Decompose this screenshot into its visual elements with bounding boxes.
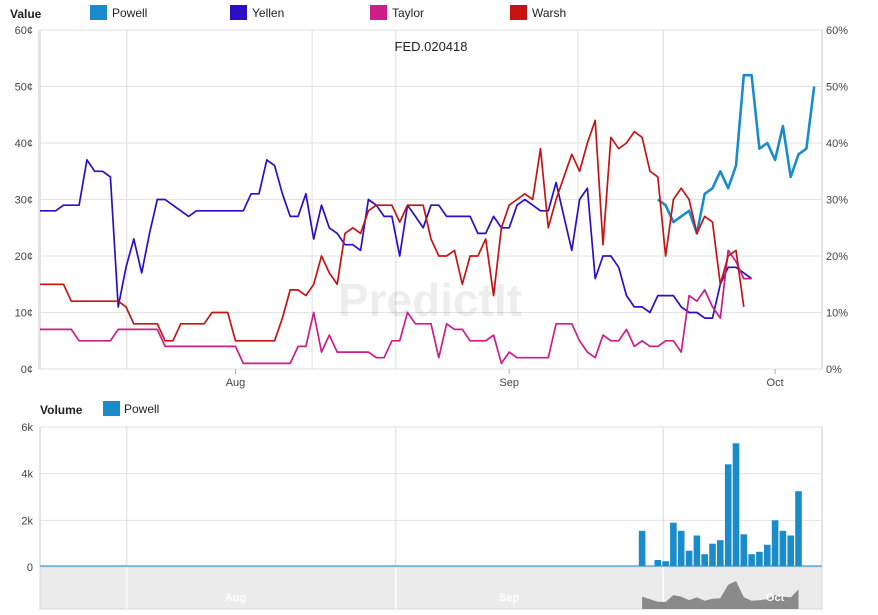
y-tick-label-left: 50¢: [15, 82, 33, 94]
volume-legend-title: Volume: [40, 403, 83, 417]
y-tick-label-left: 40¢: [15, 138, 33, 150]
y-tick-label-right: 30%: [826, 195, 848, 207]
series-line-yellen[interactable]: [40, 159, 753, 319]
chart-title: FED.020418: [395, 39, 468, 54]
volume-bar[interactable]: [724, 464, 732, 567]
top-grid: [37, 29, 822, 370]
y-tick-label-right: 60%: [826, 25, 848, 37]
bottom-plot-background: [39, 426, 823, 568]
volume-bar[interactable]: [638, 530, 646, 567]
volume-bar[interactable]: [670, 522, 677, 567]
x-tick-label: Sep: [499, 377, 519, 389]
top-series-lines: [40, 73, 816, 365]
series-line-powell[interactable]: [657, 73, 816, 235]
y-tick-label-right: 50%: [826, 82, 848, 94]
series-line-taylor[interactable]: [40, 249, 752, 365]
bottom-y-tick-label: 2k: [21, 515, 33, 527]
volume-bar[interactable]: [748, 554, 755, 567]
volume-bar[interactable]: [756, 551, 763, 567]
y-tick-label-left: 20¢: [15, 251, 33, 263]
top-chart: Aug Sep Oct 0¢ 10¢ 20¢ 30¢ 40¢ 50¢ 60¢ 0% 10% 20% 3…: [15, 25, 849, 389]
y-tick-label-left: 0¢: [21, 364, 33, 376]
y-tick-label-right: 10%: [826, 308, 848, 320]
navigator-x-label: Sep: [499, 592, 519, 604]
value-legend-title: Value: [10, 7, 42, 21]
y-tick-label-left: 10¢: [15, 308, 33, 320]
top-x-axis: Aug Sep Oct: [226, 369, 784, 389]
y-tick-label-left: 30¢: [15, 195, 33, 207]
legend-swatch-volume-powell[interactable]: [103, 401, 120, 416]
volume-bar[interactable]: [685, 550, 693, 567]
bottom-y-tick-label: 4k: [21, 469, 33, 481]
navigator-x-label: Oct: [766, 592, 785, 604]
volume-bar[interactable]: [701, 554, 708, 567]
series-line-warsh[interactable]: [40, 119, 745, 342]
legend-swatch-warsh[interactable]: [510, 5, 527, 20]
bottom-y-tick-label: 6k: [21, 422, 33, 434]
volume-bar[interactable]: [654, 560, 662, 567]
legend-swatch-yellen[interactable]: [230, 5, 247, 20]
volume-bar[interactable]: [764, 544, 771, 567]
bottom-y-axis: 0 2k 4k 6k: [21, 422, 33, 574]
volume-bar[interactable]: [795, 491, 802, 567]
legend-swatch-powell[interactable]: [90, 5, 107, 20]
y-tick-label-right: 20%: [826, 251, 848, 263]
volume-bar[interactable]: [740, 534, 748, 567]
navigator-x-labels: Aug Sep Oct: [225, 592, 785, 604]
navigator-volume-area: [642, 581, 799, 609]
value-legend: Value Powell Yellen Taylor Warsh: [10, 5, 566, 21]
legend-label-warsh[interactable]: Warsh: [532, 6, 566, 20]
navigator-x-label: Aug: [225, 592, 246, 604]
x-tick-label: Oct: [767, 377, 784, 389]
x-tick-label: Aug: [226, 377, 246, 389]
volume-bar[interactable]: [709, 543, 716, 567]
volume-bar[interactable]: [732, 443, 740, 567]
bottom-chart: 0 2k 4k 6k: [21, 422, 823, 574]
bottom-volume-bars: [638, 443, 802, 568]
y-tick-label-right: 0%: [826, 364, 842, 376]
legend-label-volume-powell[interactable]: Powell: [124, 402, 159, 416]
legend-label-taylor[interactable]: Taylor: [392, 6, 424, 20]
top-y-axis-right: 0% 10% 20% 30% 40% 50% 60%: [826, 25, 848, 376]
legend-label-powell[interactable]: Powell: [112, 6, 147, 20]
volume-bar[interactable]: [779, 530, 787, 567]
navigator[interactable]: Aug Sep Oct: [39, 566, 823, 610]
volume-bar[interactable]: [677, 530, 685, 567]
volume-bar[interactable]: [787, 535, 794, 568]
volume-legend: Volume Powell: [40, 401, 159, 417]
volume-bar[interactable]: [693, 535, 701, 568]
y-tick-label-right: 40%: [826, 138, 848, 150]
y-tick-label-left: 60¢: [15, 25, 33, 37]
volume-bar[interactable]: [662, 561, 669, 567]
volume-bar[interactable]: [771, 520, 779, 567]
bottom-y-tick-label: 0: [27, 562, 33, 574]
legend-label-yellen[interactable]: Yellen: [252, 6, 284, 20]
volume-bar[interactable]: [717, 540, 724, 567]
top-y-axis-left: 0¢ 10¢ 20¢ 30¢ 40¢ 50¢ 60¢: [15, 25, 33, 376]
legend-swatch-taylor[interactable]: [370, 5, 387, 20]
